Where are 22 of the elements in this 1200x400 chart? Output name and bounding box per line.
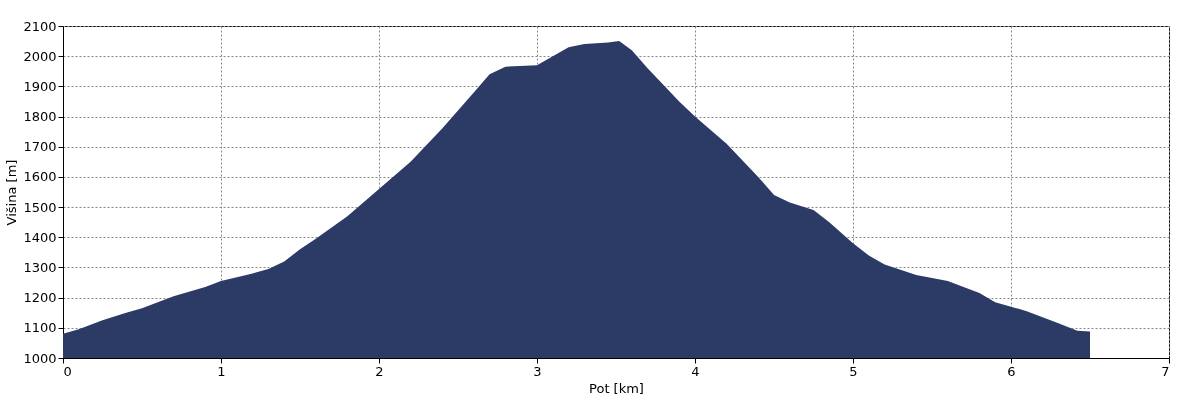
y-tick-label: 1800 [23, 109, 57, 125]
y-axis-title: Višina [m] [4, 159, 20, 226]
x-axis-title: Pot [km] [589, 380, 644, 396]
y-tick-label: 1500 [23, 199, 57, 215]
y-tick-label: 2100 [23, 18, 57, 34]
x-tick-label: 7 [1161, 363, 1170, 379]
x-tick-label: 5 [849, 363, 858, 379]
y-tick-label: 1100 [23, 320, 57, 336]
y-tick-label: 1200 [23, 290, 57, 306]
y-tick-label: 1600 [23, 169, 57, 185]
x-tick-label: 1 [217, 363, 226, 379]
x-tick-label: 3 [533, 363, 542, 379]
y-tick-label: 2000 [23, 48, 57, 64]
y-tick-label: 1400 [23, 229, 57, 245]
x-tick-label: 2 [375, 363, 384, 379]
y-tick-label: 1900 [23, 78, 57, 94]
x-tick-label: 6 [1007, 363, 1016, 379]
y-tick-label: 1300 [23, 259, 57, 275]
y-tick-label: 1000 [23, 350, 57, 366]
x-tick-label: 4 [691, 363, 700, 379]
y-tick-label: 1700 [23, 139, 57, 155]
x-tick-label: 0 [63, 363, 72, 379]
